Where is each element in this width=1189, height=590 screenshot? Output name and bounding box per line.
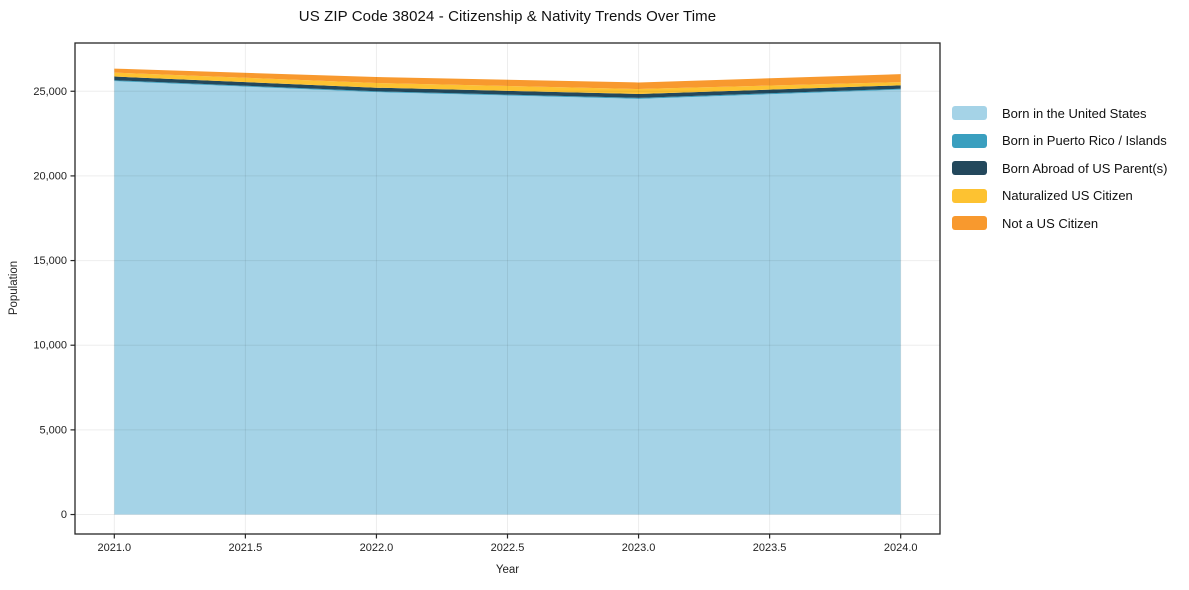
x-tick-label: 2023.5 <box>753 542 787 554</box>
area-born-in-puerto-rico-islands <box>114 80 901 99</box>
y-tick-label: 25,000 <box>33 86 67 98</box>
y-tick-label: 15,000 <box>33 255 67 267</box>
x-tick-label: 2022.0 <box>360 542 394 554</box>
x-tick-label: 2021.5 <box>229 542 263 554</box>
legend-label: Born in the United States <box>1002 105 1147 121</box>
y-tick-label: 10,000 <box>33 340 67 352</box>
legend-item-naturalized-us-citizen: Naturalized US Citizen <box>952 188 1167 204</box>
y-tick-label: 5,000 <box>39 424 67 436</box>
legend-swatch-icon <box>952 188 987 203</box>
legend-swatch-icon <box>952 106 987 121</box>
x-tick-label: 2023.0 <box>622 542 656 554</box>
y-tick-label: 0 <box>61 509 67 521</box>
legend-swatch-icon <box>952 161 987 176</box>
legend-item-born-in-the-united-states: Born in the United States <box>952 106 1167 121</box>
legend-swatch-icon <box>952 133 987 148</box>
x-tick-label: 2024.0 <box>884 542 918 554</box>
area-not-a-us-citizen <box>114 68 901 90</box>
legend-label: Born Abroad of US Parent(s) <box>1002 160 1168 176</box>
legend-item-born-abroad-of-us-parent-s: Born Abroad of US Parent(s) <box>952 161 1167 176</box>
legend-swatch-icon <box>952 216 987 231</box>
area-born-in-the-united-states <box>114 81 901 515</box>
x-axis-label: Year <box>495 564 520 576</box>
area-born-abroad-of-us-parent-s <box>114 76 901 98</box>
legend-label: Born in Puerto Rico / Islands <box>1002 133 1167 149</box>
chart-title: US ZIP Code 38024 - Citizenship & Nativi… <box>298 8 717 25</box>
legend-item-born-in-puerto-rico-islands: Born in Puerto Rico / Islands <box>952 133 1167 149</box>
legend-label: Naturalized US Citizen <box>1002 188 1133 204</box>
legend: Born in the United States Born in Puerto … <box>952 106 1167 231</box>
y-axis-label: Population <box>8 260 20 316</box>
x-tick-label: 2022.5 <box>491 542 525 554</box>
legend-label: Not a US Citizen <box>1002 215 1099 231</box>
area-naturalized-us-citizen <box>114 72 901 94</box>
legend-item-not-a-us-citizen: Not a US Citizen <box>952 216 1167 231</box>
x-tick-label: 2021.0 <box>97 542 131 554</box>
y-tick-label: 20,000 <box>33 170 67 182</box>
